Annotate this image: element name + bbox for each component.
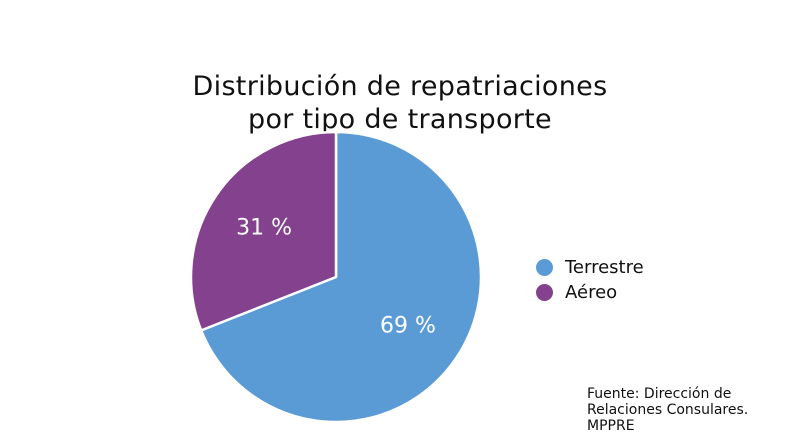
legend-label-aereo: Aéreo [565, 282, 618, 303]
slice-label-terrestre: 69 % [380, 313, 436, 338]
source-note: Fuente: Dirección de Relaciones Consular… [587, 386, 748, 434]
chart-legend: Terrestre Aéreo [536, 255, 644, 305]
chart-title: Distribución de repatriaciones por tipo … [150, 70, 650, 136]
legend-swatch-aereo [536, 284, 553, 301]
legend-item-aereo: Aéreo [536, 280, 644, 305]
source-line-3: MPPRE [587, 418, 635, 434]
chart-title-line-2: por tipo de transporte [248, 104, 552, 135]
source-line-2: Relaciones Consulares. [587, 402, 749, 418]
source-line-1: Fuente: Dirección de [587, 386, 732, 402]
legend-item-terrestre: Terrestre [536, 255, 644, 280]
legend-swatch-terrestre [536, 259, 553, 276]
pie-slice-terrestre [199, 130, 483, 424]
legend-label-terrestre: Terrestre [565, 257, 644, 278]
pie-slice-aereo [189, 130, 338, 332]
slice-label-aereo: 31 % [236, 216, 292, 241]
chart-title-line-1: Distribución de repatriaciones [192, 71, 608, 102]
